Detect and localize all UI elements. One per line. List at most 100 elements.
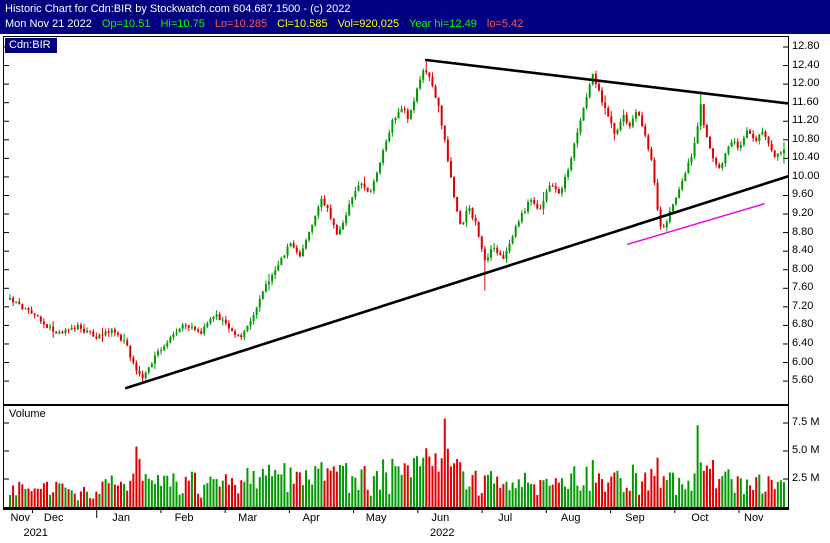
volume-bar bbox=[434, 453, 437, 507]
volume-bar bbox=[224, 474, 227, 507]
volume-bar bbox=[150, 480, 153, 507]
candle-body bbox=[431, 77, 434, 87]
volume-bar bbox=[76, 500, 79, 507]
volume-bar bbox=[181, 493, 184, 507]
candle-body bbox=[773, 150, 776, 157]
volume-bar bbox=[79, 491, 82, 507]
candle-body bbox=[237, 334, 240, 336]
candle-body bbox=[480, 236, 483, 249]
candle-body bbox=[625, 114, 628, 123]
candle-body bbox=[730, 142, 733, 147]
volume-bar bbox=[258, 477, 261, 507]
volume-bar bbox=[348, 492, 351, 507]
price-axis-label: 12.40 bbox=[792, 58, 820, 71]
candle-body bbox=[212, 316, 215, 319]
candle-body bbox=[391, 120, 394, 133]
volume-bar bbox=[564, 486, 567, 507]
volume-bar bbox=[678, 477, 681, 507]
candle-body bbox=[123, 340, 126, 342]
volume-bar bbox=[656, 457, 659, 507]
volume-bar bbox=[576, 485, 579, 507]
candle-body bbox=[55, 331, 58, 334]
candle-body bbox=[545, 191, 548, 202]
volume-bar bbox=[752, 489, 755, 507]
volume-bar bbox=[607, 482, 610, 507]
volume-bar bbox=[696, 425, 699, 507]
candle-body bbox=[76, 324, 79, 330]
volume-bar bbox=[206, 483, 209, 507]
candle-body bbox=[252, 315, 255, 322]
volume-bar bbox=[616, 470, 619, 507]
volume-bar bbox=[86, 491, 89, 507]
volume-bar bbox=[570, 473, 573, 507]
volume-bar bbox=[582, 485, 585, 507]
candle-body bbox=[166, 342, 169, 347]
volume-bar bbox=[89, 498, 92, 507]
candle-body bbox=[428, 72, 431, 78]
volume-bar bbox=[169, 486, 172, 507]
volume-bar bbox=[83, 486, 86, 507]
volume-bar bbox=[758, 474, 761, 507]
volume-bar bbox=[416, 456, 419, 507]
candle-body bbox=[755, 138, 758, 141]
price-axis-label: 10.40 bbox=[792, 151, 820, 164]
candle-body bbox=[89, 330, 92, 332]
candle-body bbox=[264, 284, 267, 292]
candle-body bbox=[416, 88, 419, 102]
month-label: Oct bbox=[691, 512, 709, 524]
candle-body bbox=[70, 327, 73, 330]
candle-body bbox=[261, 291, 264, 299]
volume-bar bbox=[24, 489, 27, 507]
price-axis-label: 6.80 bbox=[792, 318, 814, 331]
candle-body bbox=[206, 323, 209, 327]
candle-body bbox=[126, 340, 129, 346]
minor-support-trendline bbox=[627, 203, 765, 245]
volume-bar bbox=[545, 478, 548, 507]
volume-bar bbox=[345, 463, 348, 507]
volume-bar bbox=[203, 484, 206, 507]
volume-bar bbox=[70, 490, 73, 507]
volume-bar bbox=[360, 469, 363, 507]
candle-body bbox=[594, 73, 597, 84]
candle-body bbox=[499, 252, 502, 256]
volume-bar bbox=[357, 489, 360, 507]
candle-body bbox=[135, 362, 138, 371]
ohlc-token: Year hi=12.49 bbox=[409, 18, 477, 30]
volume-bar bbox=[690, 490, 693, 507]
year-label: 2021 bbox=[23, 527, 48, 539]
candle-body bbox=[604, 102, 607, 109]
candle-body bbox=[18, 301, 21, 305]
candle-body bbox=[153, 355, 156, 364]
volume-bar bbox=[172, 473, 175, 507]
candle-body bbox=[388, 132, 391, 142]
volume-bar bbox=[573, 466, 576, 507]
candle-body bbox=[138, 370, 141, 374]
price-axis-label: 9.20 bbox=[792, 207, 814, 220]
volume-bar bbox=[628, 490, 631, 507]
candle-body bbox=[490, 248, 493, 258]
candle-body bbox=[274, 270, 277, 275]
chart-header: Historic Chart for Cdn:BIR by Stockwatch… bbox=[0, 0, 830, 34]
volume-bar bbox=[601, 479, 604, 507]
volume-bar bbox=[523, 472, 526, 507]
volume-bar bbox=[187, 480, 190, 507]
candle-body bbox=[471, 208, 474, 219]
volume-bar bbox=[98, 493, 101, 507]
candle-body bbox=[311, 224, 314, 232]
price-axis-label: 7.60 bbox=[792, 281, 814, 294]
volume-bar bbox=[761, 493, 764, 507]
candle-body bbox=[215, 314, 218, 317]
candle-body bbox=[564, 176, 567, 189]
candle-body bbox=[767, 137, 770, 144]
candle-body bbox=[329, 207, 332, 219]
volume-panel-label: Volume bbox=[9, 408, 46, 420]
candle-body bbox=[681, 181, 684, 190]
candle-body bbox=[511, 236, 514, 244]
volume-bar bbox=[406, 465, 409, 507]
chart-title-line: Historic Chart for Cdn:BIR by Stockwatch… bbox=[5, 3, 351, 15]
candle-body bbox=[496, 247, 499, 253]
candle-body bbox=[576, 132, 579, 144]
candle-body bbox=[113, 329, 116, 333]
volume-bar bbox=[585, 466, 588, 507]
candle-body bbox=[21, 304, 24, 310]
